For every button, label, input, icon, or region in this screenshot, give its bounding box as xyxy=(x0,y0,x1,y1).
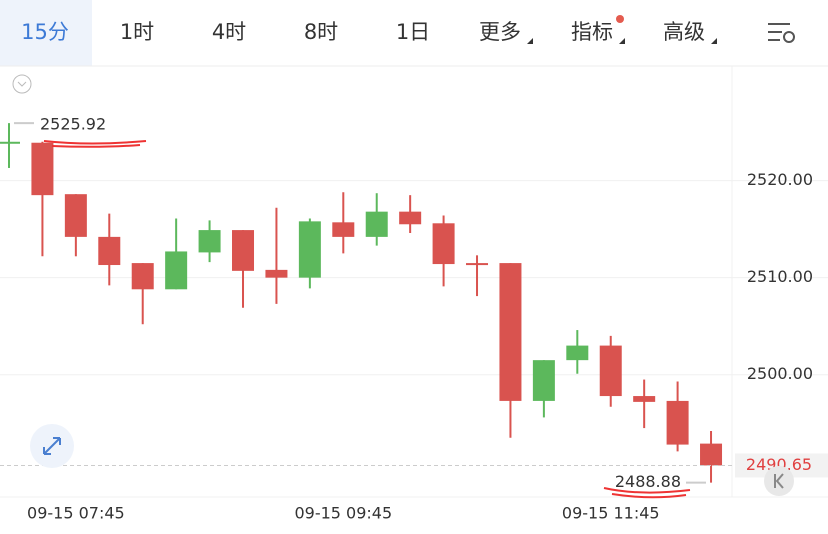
candle-body xyxy=(298,221,321,278)
candle-body xyxy=(399,211,422,225)
min-label: 2488.88 xyxy=(615,472,681,491)
min-scribble xyxy=(603,487,691,499)
collapse-button[interactable] xyxy=(12,74,32,94)
candle-body xyxy=(131,263,154,290)
indicator-dot xyxy=(616,15,624,23)
tab[interactable]: 15分 xyxy=(21,20,69,44)
candle-body xyxy=(532,360,555,401)
settings-icon[interactable] xyxy=(768,23,795,43)
candle-body xyxy=(499,263,522,401)
tab[interactable]: 更多 xyxy=(479,20,521,44)
candle-body xyxy=(31,142,54,196)
x-tick-label: 09-15 09:45 xyxy=(294,504,392,523)
toolbar xyxy=(0,0,828,66)
tab[interactable]: 1日 xyxy=(396,20,430,44)
scroll-latest-icon xyxy=(774,473,784,489)
candle-body xyxy=(265,269,288,278)
candle-body xyxy=(700,443,723,466)
candle-body xyxy=(432,223,455,265)
active-tab-bg xyxy=(0,0,92,66)
max-scribble xyxy=(43,140,147,148)
dropdown-caret xyxy=(711,38,717,44)
tab[interactable]: 指标 xyxy=(571,20,613,44)
candle-body xyxy=(232,230,255,271)
candle-body xyxy=(599,345,622,397)
x-tick-label: 09-15 11:45 xyxy=(562,504,660,523)
candle-body xyxy=(198,230,221,253)
scroll-latest-button[interactable] xyxy=(764,466,794,496)
candle-body xyxy=(165,251,188,290)
candle-body xyxy=(466,263,489,266)
candle-body xyxy=(332,222,355,237)
candle-body xyxy=(566,345,589,361)
tab[interactable]: 4时 xyxy=(212,20,246,44)
dropdown-caret xyxy=(527,38,533,44)
last-price-label: 2490.65 xyxy=(746,455,812,474)
tab[interactable]: 8时 xyxy=(304,20,338,44)
expand-icon xyxy=(43,437,61,455)
candle-body xyxy=(98,236,121,266)
max-label: 2525.92 xyxy=(40,115,106,134)
candle-body xyxy=(0,141,20,144)
y-tick-label: 2500.00 xyxy=(747,364,813,383)
candle-body xyxy=(666,400,689,445)
collapse-chevron xyxy=(17,81,27,87)
dropdown-caret xyxy=(619,38,625,44)
y-tick-label: 2520.00 xyxy=(747,170,813,189)
candle-body xyxy=(365,211,388,237)
candle-body xyxy=(64,194,87,237)
y-tick-label: 2510.00 xyxy=(747,267,813,286)
x-tick-label: 09-15 07:45 xyxy=(27,504,125,523)
tab[interactable]: 1时 xyxy=(120,20,154,44)
tab[interactable]: 高级 xyxy=(663,20,705,44)
candle-body xyxy=(633,396,656,402)
